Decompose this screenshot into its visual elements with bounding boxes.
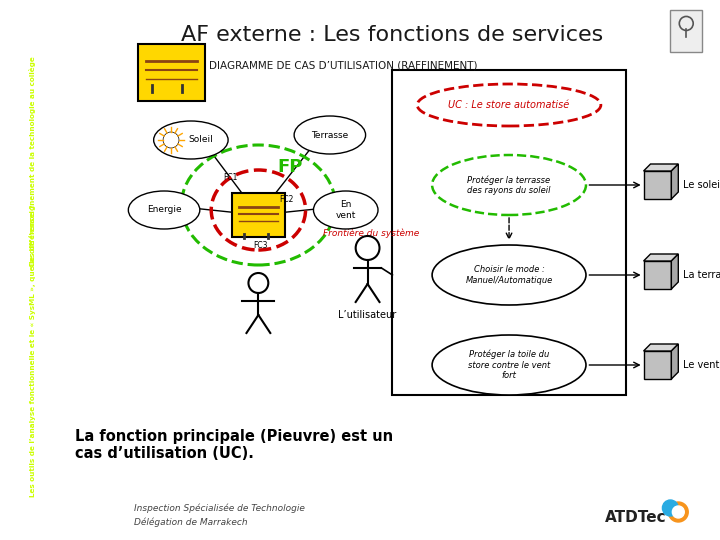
Polygon shape bbox=[644, 254, 678, 261]
Text: FC3: FC3 bbox=[253, 240, 268, 249]
FancyBboxPatch shape bbox=[138, 44, 204, 101]
Polygon shape bbox=[671, 344, 678, 379]
FancyBboxPatch shape bbox=[644, 351, 671, 379]
Ellipse shape bbox=[417, 84, 601, 126]
Text: Cas de l’enseignement de la technologie au collège: Cas de l’enseignement de la technologie … bbox=[29, 57, 36, 267]
Text: ATDTec: ATDTec bbox=[605, 510, 667, 525]
Text: Les outils de l’analyse fonctionnelle et le « SysML », quelle différence ?: Les outils de l’analyse fonctionnelle et… bbox=[29, 205, 36, 497]
FancyBboxPatch shape bbox=[392, 70, 626, 395]
Text: DIAGRAMME DE CAS D’UTILISATION (RAFFINEMENT): DIAGRAMME DE CAS D’UTILISATION (RAFFINEM… bbox=[209, 60, 477, 70]
Text: Terrasse: Terrasse bbox=[311, 131, 348, 139]
Circle shape bbox=[668, 502, 688, 522]
Ellipse shape bbox=[432, 155, 586, 215]
FancyBboxPatch shape bbox=[644, 171, 671, 199]
FancyBboxPatch shape bbox=[644, 261, 671, 289]
Text: Le vent: Le vent bbox=[683, 360, 720, 370]
Polygon shape bbox=[671, 254, 678, 289]
Text: Inspection Spécialisée de Technologie: Inspection Spécialisée de Technologie bbox=[135, 503, 305, 513]
Circle shape bbox=[672, 506, 684, 518]
Polygon shape bbox=[644, 164, 678, 171]
Circle shape bbox=[163, 132, 179, 148]
Ellipse shape bbox=[153, 121, 228, 159]
Ellipse shape bbox=[128, 191, 200, 229]
Text: UC : Le store automatisé: UC : Le store automatisé bbox=[449, 100, 570, 110]
Ellipse shape bbox=[294, 116, 366, 154]
Text: La fonction principale (Pieuvre) est un
cas d’utilisation (UC).: La fonction principale (Pieuvre) est un … bbox=[75, 429, 393, 461]
Text: FC1: FC1 bbox=[223, 172, 238, 181]
Text: Protéger la toile du
store contre le vent
fort: Protéger la toile du store contre le ven… bbox=[468, 350, 550, 380]
Text: En
vent: En vent bbox=[336, 200, 356, 220]
Text: FC2: FC2 bbox=[279, 195, 293, 205]
Polygon shape bbox=[671, 164, 678, 199]
Circle shape bbox=[662, 500, 678, 516]
Text: L’utilisateur: L’utilisateur bbox=[338, 310, 397, 320]
Text: Energie: Energie bbox=[147, 206, 181, 214]
Text: Délégation de Marrakech: Délégation de Marrakech bbox=[135, 517, 248, 526]
Ellipse shape bbox=[432, 335, 586, 395]
Ellipse shape bbox=[313, 191, 378, 229]
FancyBboxPatch shape bbox=[670, 10, 702, 52]
Text: Choisir le mode :
Manuel/Automatique: Choisir le mode : Manuel/Automatique bbox=[465, 265, 553, 285]
Text: La terrasse: La terrasse bbox=[683, 270, 720, 280]
Text: Le soleil: Le soleil bbox=[683, 180, 720, 190]
Polygon shape bbox=[644, 344, 678, 351]
Text: Frontière du système: Frontière du système bbox=[323, 228, 419, 238]
Ellipse shape bbox=[432, 245, 586, 305]
Text: AF externe : Les fonctions de services: AF externe : Les fonctions de services bbox=[181, 25, 603, 45]
FancyBboxPatch shape bbox=[232, 193, 285, 237]
Text: FP: FP bbox=[277, 158, 303, 176]
Text: Protéger la terrasse
des rayons du soleil: Protéger la terrasse des rayons du solei… bbox=[467, 175, 551, 195]
Text: Soleil: Soleil bbox=[189, 136, 213, 145]
